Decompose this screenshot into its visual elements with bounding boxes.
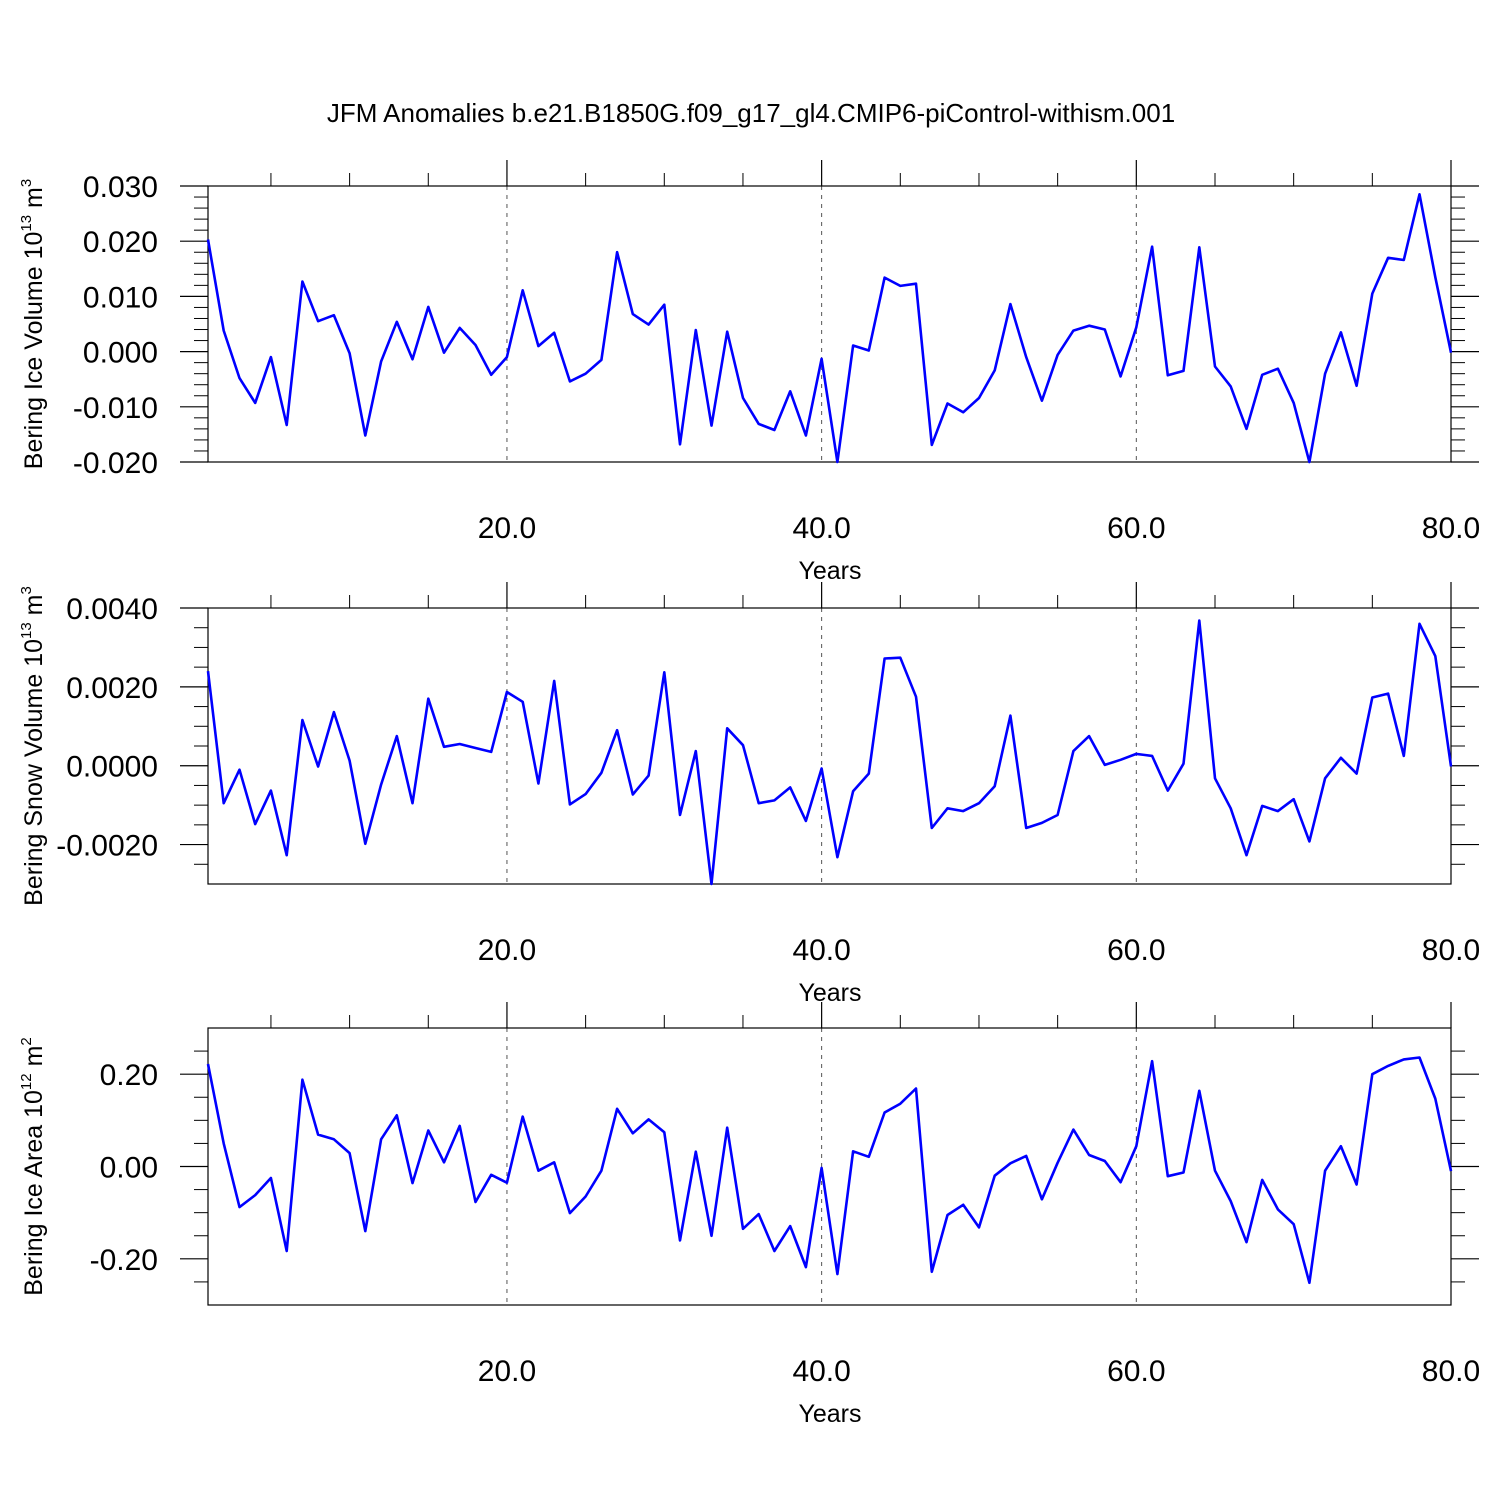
y-tick-label: -0.010 [73,392,158,425]
series-line [206,1056,1453,1285]
panel-snow-volume: 0.0040 0.0020 0.0000 -0.0020 20.0 40.0 60.0 80.… [18,582,1480,1007]
series-line [206,193,1453,464]
y-tick-label: -0.020 [73,447,158,480]
panel-ice-area: 0.20 0.00 -0.20 20.0 40.0 60.0 80.0 Years Bering… [18,1002,1480,1428]
plot-frame [207,1027,1452,1306]
plot-frame [207,185,1452,463]
x-tick-label: 60.0 [1107,1355,1165,1388]
x-tick-label: 80.0 [1422,934,1480,967]
y-tick-label: 0.030 [83,171,158,204]
x-tick-label: 40.0 [792,512,850,545]
y-axis-label: Bering Ice Volume 1013 m3 [18,179,48,469]
y-tick-label: -0.0020 [56,830,158,863]
x-tick-label: 20.0 [478,512,536,545]
panel-ice-volume: 0.030 0.020 0.010 0.000 -0.010 -0.020 20.0 40.0… [18,160,1480,585]
y-tick-label: 0.020 [83,226,158,259]
x-tick-label: 40.0 [792,934,850,967]
y-tick-label: 0.20 [100,1059,158,1092]
x-tick-label: 60.0 [1107,512,1165,545]
y-tick-label: 0.000 [83,337,158,370]
y-tick-label: 0.010 [83,281,158,314]
x-axis-label: Years [798,979,861,1007]
x-axis-label: Years [798,557,861,585]
y-tick-label: -0.20 [90,1244,158,1277]
y-tick-label: 0.00 [100,1152,158,1185]
x-tick-label: 20.0 [478,934,536,967]
x-tick-label: 20.0 [478,1355,536,1388]
y-tick-label: 0.0000 [66,751,158,784]
y-axis-label: Bering Snow Volume 1013 m3 [18,586,48,906]
y-tick-label: 0.0040 [66,593,158,626]
x-tick-label: 60.0 [1107,934,1165,967]
x-tick-label: 40.0 [792,1355,850,1388]
y-tick-label: 0.0020 [66,672,158,705]
y-axis-label: Bering Ice Area 1012 m2 [18,1037,48,1296]
chart-title: JFM Anomalies b.e21.B1850G.f09_g17_gl4.C… [327,98,1175,128]
x-tick-label: 80.0 [1422,1355,1480,1388]
x-axis-label: Years [798,1400,861,1428]
x-tick-label: 80.0 [1422,512,1480,545]
series-line [206,619,1453,886]
